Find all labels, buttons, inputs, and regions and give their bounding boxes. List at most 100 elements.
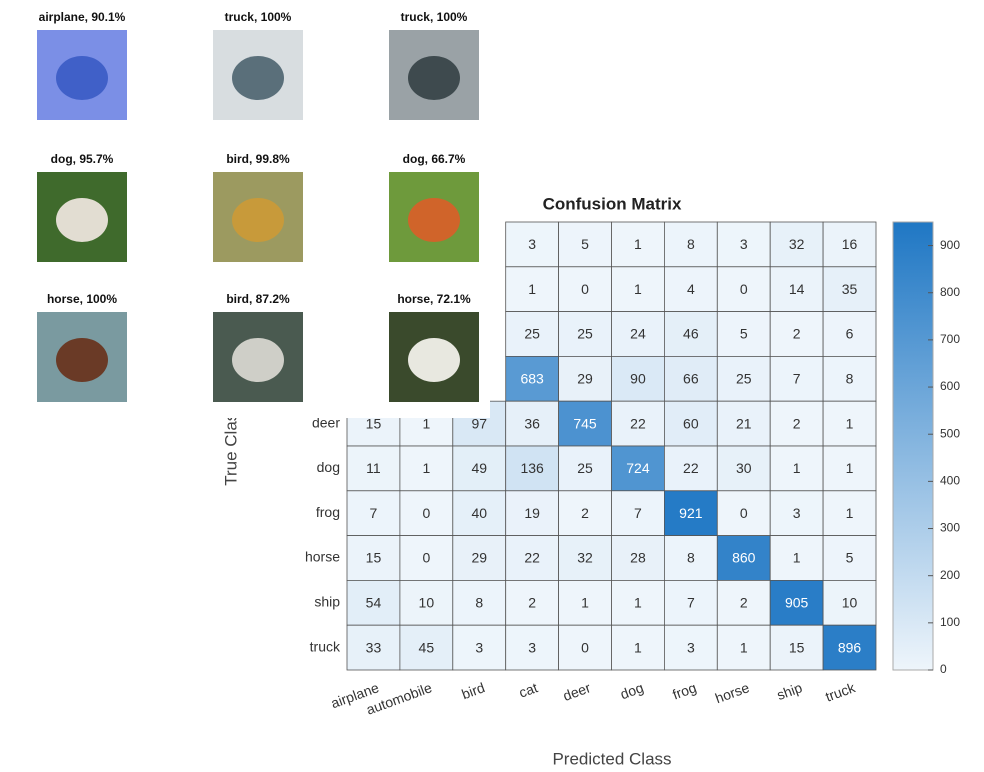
image-caption: horse, 100% bbox=[47, 292, 117, 306]
cell bbox=[346, 535, 401, 581]
colorbar-tick-label: 200 bbox=[940, 568, 960, 582]
cell-label: 1 bbox=[740, 639, 748, 655]
cell bbox=[769, 355, 824, 402]
cell-label: 3 bbox=[793, 505, 801, 521]
cell-label: 5 bbox=[740, 326, 748, 342]
colorbar-tick-label: 0 bbox=[940, 662, 947, 676]
cell bbox=[822, 355, 877, 402]
image-subject bbox=[408, 198, 460, 242]
x-axis-label: Predicted Class bbox=[552, 749, 671, 768]
cell-label: 29 bbox=[577, 371, 593, 387]
colorbar-tick-label: 600 bbox=[940, 379, 960, 393]
cell-label: 1 bbox=[422, 460, 430, 476]
cell-label: 90 bbox=[630, 371, 646, 387]
image-subject bbox=[232, 56, 284, 100]
cell-label: 30 bbox=[736, 460, 752, 476]
cell-label: 46 bbox=[683, 326, 699, 342]
y-tick-label: dog bbox=[317, 459, 340, 475]
cell bbox=[716, 580, 771, 626]
cell bbox=[716, 490, 771, 536]
image-caption: truck, 100% bbox=[401, 10, 468, 24]
cell-label: 7 bbox=[687, 595, 695, 611]
cell-label: 8 bbox=[687, 550, 695, 566]
cell-label: 8 bbox=[846, 371, 854, 387]
cell-label: 0 bbox=[740, 505, 748, 521]
cell-label: 3 bbox=[740, 236, 748, 252]
cell bbox=[558, 535, 612, 581]
cell-label: 15 bbox=[366, 550, 382, 566]
cell bbox=[664, 355, 718, 402]
cell bbox=[505, 580, 560, 626]
cell-label: 24 bbox=[630, 326, 646, 342]
cell bbox=[346, 624, 401, 671]
cell-label: 22 bbox=[683, 460, 699, 476]
cell-label: 2 bbox=[581, 505, 589, 521]
cell bbox=[716, 266, 771, 312]
image-caption: truck, 100% bbox=[225, 10, 292, 24]
cell bbox=[452, 535, 507, 581]
cell bbox=[822, 266, 877, 312]
cell bbox=[664, 266, 718, 312]
cell bbox=[769, 266, 824, 312]
image-caption: bird, 87.2% bbox=[226, 292, 290, 306]
cell bbox=[558, 355, 612, 402]
colorbar bbox=[892, 221, 934, 671]
cell bbox=[822, 490, 877, 536]
colorbar-tick-label: 900 bbox=[940, 238, 960, 252]
cell bbox=[822, 311, 877, 357]
cell-label: 3 bbox=[687, 639, 695, 655]
x-tick-label: dog bbox=[618, 679, 645, 702]
cell-label: 7 bbox=[370, 505, 378, 521]
cell bbox=[822, 624, 877, 671]
cell-label: 1 bbox=[581, 595, 589, 611]
cell-label: 0 bbox=[581, 281, 589, 297]
image-caption: horse, 72.1% bbox=[397, 292, 471, 306]
cell-label: 6 bbox=[846, 326, 854, 342]
cell-label: 16 bbox=[842, 236, 858, 252]
cell bbox=[769, 221, 824, 268]
cell-label: 8 bbox=[687, 236, 695, 252]
cell bbox=[716, 445, 771, 492]
cell bbox=[822, 400, 877, 447]
cell bbox=[452, 445, 507, 492]
x-tick-label: bird bbox=[459, 679, 486, 702]
image-grid: airplane, 90.1% truck, 100% truck, 100% dog… bbox=[0, 0, 490, 418]
cell bbox=[822, 580, 877, 626]
cell-label: 49 bbox=[471, 460, 487, 476]
cell-label: 32 bbox=[577, 550, 593, 566]
cell-label: 4 bbox=[687, 281, 695, 297]
cell-label: 25 bbox=[736, 371, 752, 387]
cell-label: 36 bbox=[524, 415, 540, 431]
cell-label: 35 bbox=[842, 281, 858, 297]
chart-title: Confusion Matrix bbox=[543, 194, 682, 213]
cell bbox=[399, 624, 454, 671]
image-caption: bird, 99.8% bbox=[226, 152, 290, 166]
cell bbox=[664, 221, 718, 268]
cell-label: 1 bbox=[634, 236, 642, 252]
colorbar-tick-label: 300 bbox=[940, 521, 960, 535]
cell-label: 25 bbox=[524, 326, 540, 342]
cell-label: 66 bbox=[683, 371, 699, 387]
cell-label: 1 bbox=[846, 460, 854, 476]
x-tick-label: cat bbox=[517, 679, 540, 700]
image-caption: dog, 95.7% bbox=[51, 152, 114, 166]
image-subject bbox=[232, 338, 284, 382]
cell bbox=[558, 311, 612, 357]
cell bbox=[399, 535, 454, 581]
x-tick-label: deer bbox=[561, 679, 593, 704]
image-caption: airplane, 90.1% bbox=[39, 10, 126, 24]
cell-label: 45 bbox=[419, 639, 435, 655]
cell-label: 3 bbox=[528, 639, 536, 655]
cell-label: 1 bbox=[793, 550, 801, 566]
cell-label: 2 bbox=[528, 595, 536, 611]
cell-label: 40 bbox=[471, 505, 487, 521]
cell-label: 22 bbox=[630, 415, 646, 431]
cell-label: 28 bbox=[630, 550, 646, 566]
cell-label: 905 bbox=[785, 595, 809, 611]
cell-label: 60 bbox=[683, 415, 699, 431]
image-subject bbox=[56, 338, 108, 382]
cell-label: 22 bbox=[524, 550, 540, 566]
colorbar-tick-label: 100 bbox=[940, 615, 960, 629]
cell-label: 97 bbox=[471, 415, 487, 431]
